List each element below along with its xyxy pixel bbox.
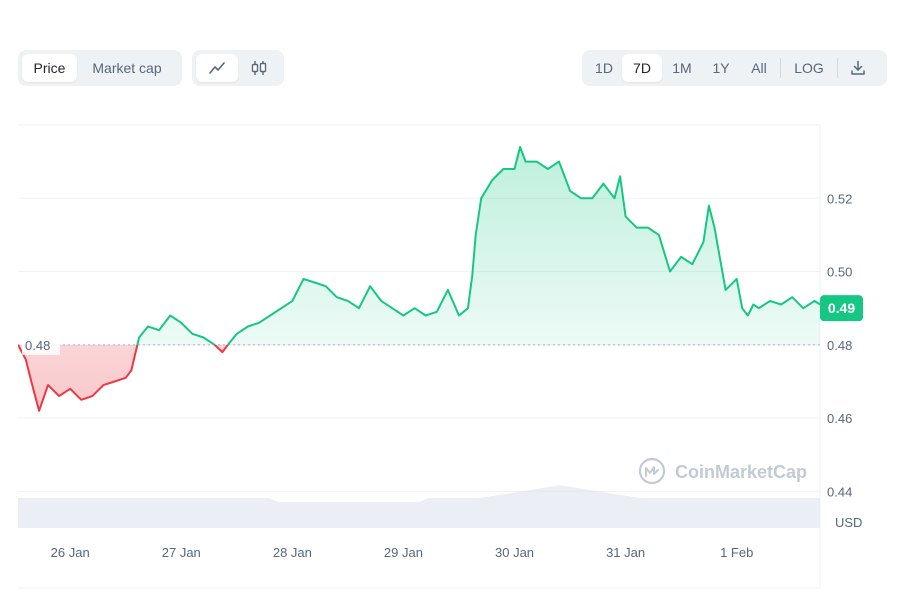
range-tab-group: 1D 7D 1M 1Y All LOG [582, 50, 887, 86]
price-tab[interactable]: Price [22, 54, 77, 82]
watermark-text: CoinMarketCap [675, 462, 807, 482]
x-tick-label: 30 Jan [495, 545, 534, 560]
price-line-up [18, 146, 820, 345]
y-tick-label: 0.50 [827, 265, 852, 280]
y-tick-label: 0.44 [827, 484, 852, 499]
current-price-badge [820, 295, 863, 322]
line-chart-icon[interactable] [196, 54, 238, 82]
reference-price-label: 0.48 [25, 338, 50, 353]
download-icon[interactable] [840, 54, 876, 82]
coinmarketcap-logo [638, 457, 666, 485]
y-tick-label: 0.46 [827, 411, 852, 426]
toolbar-divider [837, 58, 838, 78]
volume-area [18, 485, 820, 528]
logo-ring [638, 457, 666, 485]
candlestick-icon[interactable] [238, 54, 280, 82]
range-7d-tab[interactable]: 7D [622, 54, 662, 82]
x-tick-label: 29 Jan [384, 545, 423, 560]
metric-tab-group: Price Market cap [18, 50, 182, 86]
chart-style-group [192, 50, 284, 86]
logo-mark [645, 466, 659, 477]
toolbar-divider [780, 58, 781, 78]
market-cap-tab[interactable]: Market cap [92, 60, 162, 76]
x-tick-label: 31 Jan [606, 545, 645, 560]
x-tick-label: 27 Jan [162, 545, 201, 560]
y-tick-label: 0.48 [827, 338, 852, 353]
range-1m-tab[interactable]: 1M [672, 60, 692, 76]
y-tick-label: 0.52 [827, 191, 852, 206]
range-all-tab[interactable]: All [751, 60, 767, 76]
current-price-label: 0.49 [828, 300, 855, 316]
range-1d-tab[interactable]: 1D [595, 60, 613, 76]
x-tick-label: 1 Feb [720, 545, 753, 560]
range-1y-tab[interactable]: 1Y [712, 60, 730, 76]
x-tick-label: 28 Jan [273, 545, 312, 560]
x-tick-label: 26 Jan [51, 545, 90, 560]
reference-label-bg [22, 334, 60, 355]
y-unit-label: USD [835, 515, 862, 530]
log-scale-toggle[interactable]: LOG [794, 60, 824, 76]
area-above-reference [18, 147, 820, 345]
